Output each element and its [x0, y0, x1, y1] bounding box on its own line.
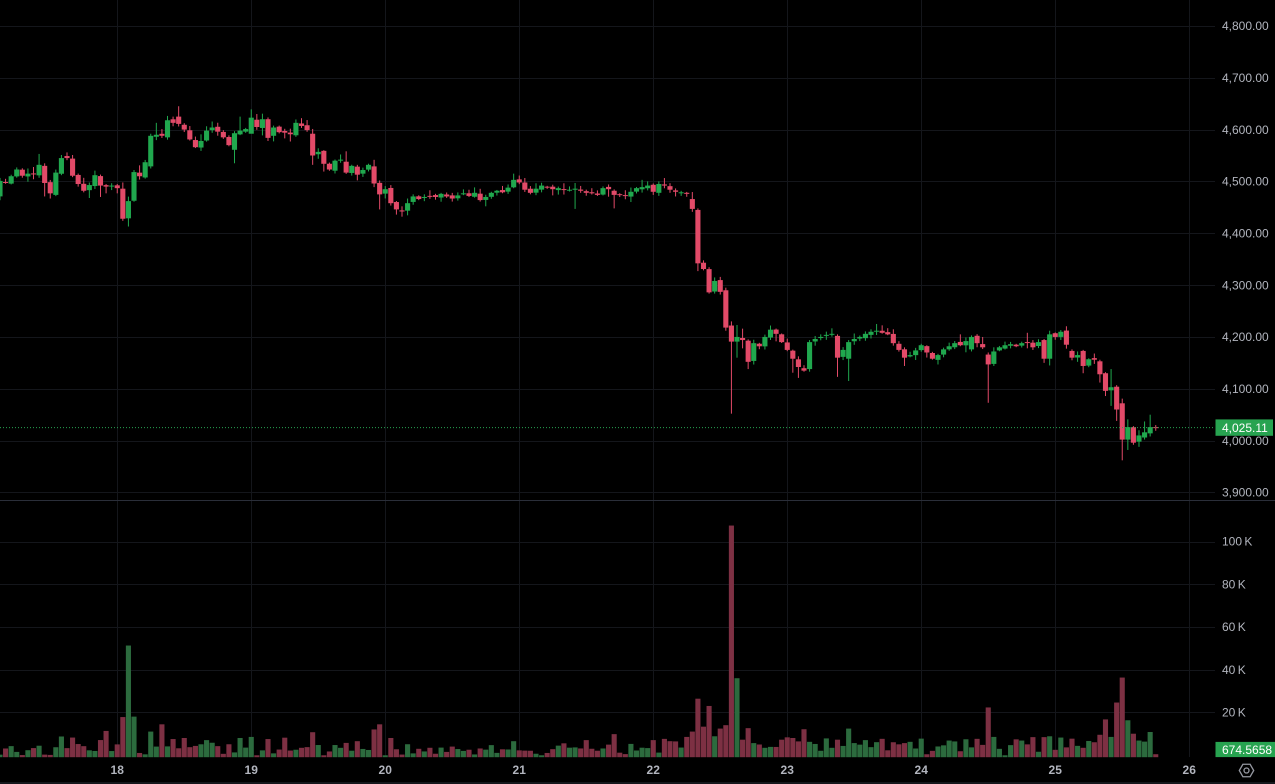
svg-text:18: 18 [111, 763, 125, 777]
svg-text:4,500.00: 4,500.00 [1222, 175, 1269, 189]
svg-text:4,600.00: 4,600.00 [1222, 123, 1269, 137]
svg-text:4,000.00: 4,000.00 [1222, 434, 1269, 448]
svg-text:3,900.00: 3,900.00 [1222, 486, 1269, 500]
svg-text:20 K: 20 K [1222, 706, 1246, 720]
svg-text:4,025.11: 4,025.11 [1222, 421, 1268, 435]
svg-text:80 K: 80 K [1222, 577, 1246, 591]
svg-text:20: 20 [379, 763, 393, 777]
svg-text:40 K: 40 K [1222, 663, 1246, 677]
svg-text:25: 25 [1049, 763, 1063, 777]
svg-text:23: 23 [781, 763, 795, 777]
svg-text:100 K: 100 K [1222, 535, 1252, 549]
svg-text:4,800.00: 4,800.00 [1222, 19, 1269, 33]
svg-text:21: 21 [513, 763, 527, 777]
svg-text:19: 19 [245, 763, 259, 777]
svg-text:4,700.00: 4,700.00 [1222, 71, 1269, 85]
svg-text:60 K: 60 K [1222, 620, 1246, 634]
svg-text:26: 26 [1183, 763, 1197, 777]
svg-text:4,400.00: 4,400.00 [1222, 227, 1269, 241]
svg-text:24: 24 [915, 763, 929, 777]
svg-text:4,100.00: 4,100.00 [1222, 382, 1269, 396]
svg-text:22: 22 [647, 763, 661, 777]
svg-text:4,200.00: 4,200.00 [1222, 330, 1269, 344]
svg-text:674.5658: 674.5658 [1222, 743, 1272, 757]
svg-text:4,300.00: 4,300.00 [1222, 278, 1269, 292]
